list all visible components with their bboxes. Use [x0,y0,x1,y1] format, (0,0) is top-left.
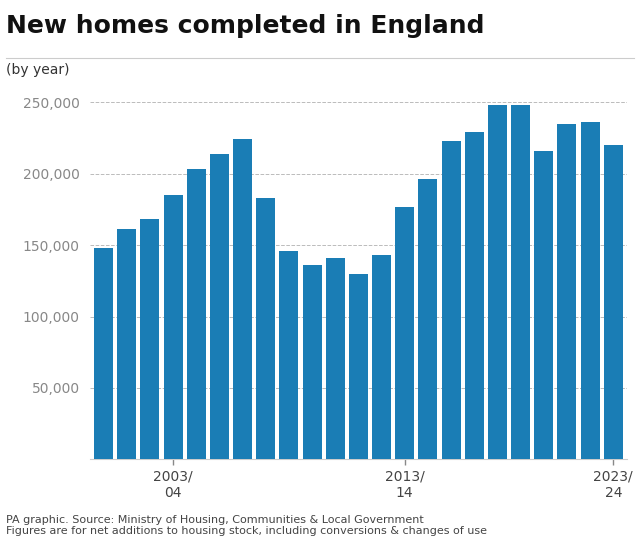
Bar [372,255,391,459]
Bar [140,219,159,459]
Bar [117,229,136,459]
Bar [233,140,252,459]
Bar [303,265,321,459]
Bar [580,122,600,459]
Bar [256,198,275,459]
Bar [349,274,368,459]
Bar [280,251,298,459]
Bar [557,124,577,459]
Bar [488,105,507,459]
Text: New homes completed in England: New homes completed in England [6,14,485,38]
Bar [94,248,113,459]
Bar [419,179,437,459]
Text: (by year): (by year) [6,63,70,77]
Bar [396,207,414,459]
Text: PA graphic. Source: Ministry of Housing, Communities & Local Government
Figures : PA graphic. Source: Ministry of Housing,… [6,515,488,536]
Bar [604,145,623,459]
Bar [187,169,205,459]
Bar [534,151,553,459]
Bar [511,105,530,459]
Bar [442,141,461,459]
Bar [210,154,229,459]
Bar [326,258,345,459]
Bar [164,195,182,459]
Bar [465,133,484,459]
